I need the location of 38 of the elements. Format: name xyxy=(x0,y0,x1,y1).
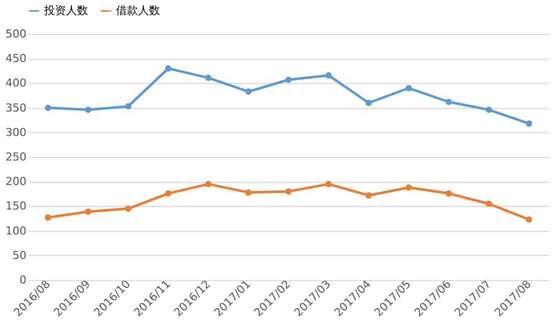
point xyxy=(526,120,532,127)
point xyxy=(125,103,132,110)
y-tick-label: 150 xyxy=(6,200,26,213)
point xyxy=(446,98,452,106)
point xyxy=(205,74,212,81)
legend-label: 借款人数 xyxy=(116,4,160,17)
y-tick-label: 500 xyxy=(6,28,26,40)
point xyxy=(84,208,92,215)
point xyxy=(486,106,492,113)
point xyxy=(84,106,92,113)
point xyxy=(285,188,292,195)
y-tick-label: 250 xyxy=(6,150,26,164)
point xyxy=(165,190,172,197)
y-tick-label: 50 xyxy=(12,248,26,262)
point xyxy=(125,206,132,212)
point xyxy=(165,65,172,72)
y-tick-label: 450 xyxy=(6,52,26,66)
point xyxy=(406,184,412,191)
point xyxy=(205,180,212,188)
point xyxy=(325,72,332,78)
point xyxy=(526,216,532,223)
y-tick-label: 200 xyxy=(6,175,26,188)
legend-label: 投资人数 xyxy=(43,4,88,17)
point xyxy=(285,76,292,83)
point xyxy=(406,84,412,92)
point xyxy=(245,189,252,196)
point xyxy=(446,190,452,197)
point xyxy=(325,180,332,188)
y-tick-label: 100 xyxy=(6,224,26,238)
point xyxy=(365,100,372,106)
y-tick-label: 300 xyxy=(6,126,26,139)
y-tick-label: 350 xyxy=(6,101,26,114)
y-tick-label: 400 xyxy=(6,76,26,90)
point xyxy=(44,214,52,221)
point xyxy=(44,104,52,111)
point xyxy=(365,192,372,199)
point xyxy=(245,88,252,95)
point xyxy=(486,200,492,207)
